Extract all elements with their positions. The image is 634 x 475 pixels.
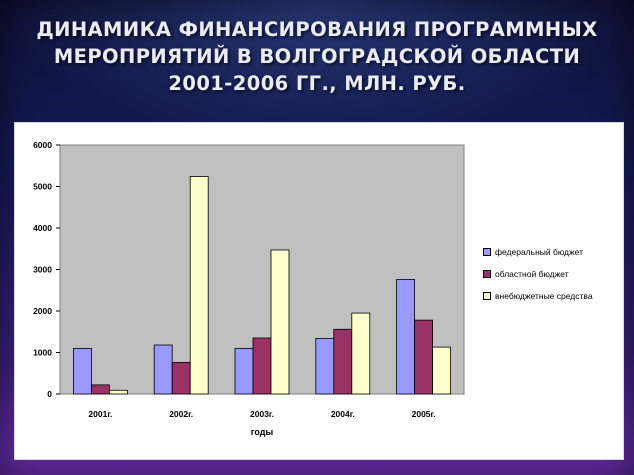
chart-panel: 0 1000 2000 3000 4000 5000 6000 2001г. 2002г. 20… — [14, 122, 624, 460]
legend-label-regional: областной бюджет — [495, 269, 569, 279]
bar-regional-2 — [171, 362, 191, 395]
legend-item-extrabudget: внебюджетные средства — [483, 285, 619, 307]
chart-legend: федеральный бюджет областной бюджет внеб… — [483, 241, 619, 307]
bar-federal-2 — [153, 344, 173, 395]
y-tick-label: 1000 — [33, 348, 52, 358]
bar-regional-3 — [252, 337, 272, 395]
legend-label-federal: федеральный бюджет — [495, 247, 584, 257]
bar-federal-5 — [396, 279, 416, 395]
legend-item-regional: областной бюджет — [483, 263, 619, 285]
x-axis-title: годы — [251, 427, 274, 437]
bar-federal-1 — [73, 347, 92, 395]
legend-swatch-extrabudget — [483, 292, 491, 300]
slide-title-line-2: МЕРОПРИЯТИЙ В ВОЛГОГРАДСКОЙ ОБЛАСТИ — [53, 45, 581, 68]
y-tick-label: 5000 — [33, 182, 52, 192]
y-tick-label: 3000 — [33, 265, 52, 275]
bar-federal-4 — [315, 337, 335, 395]
bar-extrabudget-3 — [270, 249, 290, 395]
slide-title-line-1: ДИНАМИКА ФИНАНСИРОВАНИЯ ПРОГРАММНЫХ — [36, 18, 598, 41]
bar-extrabudget-5 — [432, 346, 452, 395]
bar-federal-3 — [234, 347, 254, 395]
bar-regional-5 — [414, 319, 434, 395]
x-tick-label: 2005г. — [412, 409, 436, 419]
x-tick-label: 2001г. — [88, 409, 112, 419]
bar-extrabudget-4 — [351, 312, 371, 395]
y-tick-label: 2000 — [33, 306, 52, 316]
x-tick-label: 2004г. — [331, 409, 355, 419]
bar-extrabudget-2 — [189, 176, 209, 395]
legend-label-extrabudget: внебюджетные средства — [495, 291, 593, 301]
y-tick-label: 0 — [47, 389, 52, 399]
bar-chart: 0 1000 2000 3000 4000 5000 6000 2001г. 2002г. 20… — [33, 140, 465, 437]
slide-title: ДИНАМИКА ФИНАНСИРОВАНИЯ ПРОГРАММНЫХ МЕРО… — [20, 16, 614, 97]
bar-regional-4 — [333, 328, 353, 395]
slide-title-line-3: 2001-2006 ГГ., МЛН. РУБ. — [168, 72, 466, 95]
legend-swatch-regional — [483, 270, 491, 278]
x-tick-label: 2002г. — [169, 409, 193, 419]
y-tick-label: 4000 — [33, 223, 52, 233]
y-tick-label: 6000 — [33, 140, 52, 150]
legend-item-federal: федеральный бюджет — [483, 241, 619, 263]
bar-regional-1 — [91, 384, 110, 395]
x-tick-label: 2003г. — [250, 409, 274, 419]
bar-extrabudget-1 — [109, 389, 128, 395]
legend-swatch-federal — [483, 248, 491, 256]
